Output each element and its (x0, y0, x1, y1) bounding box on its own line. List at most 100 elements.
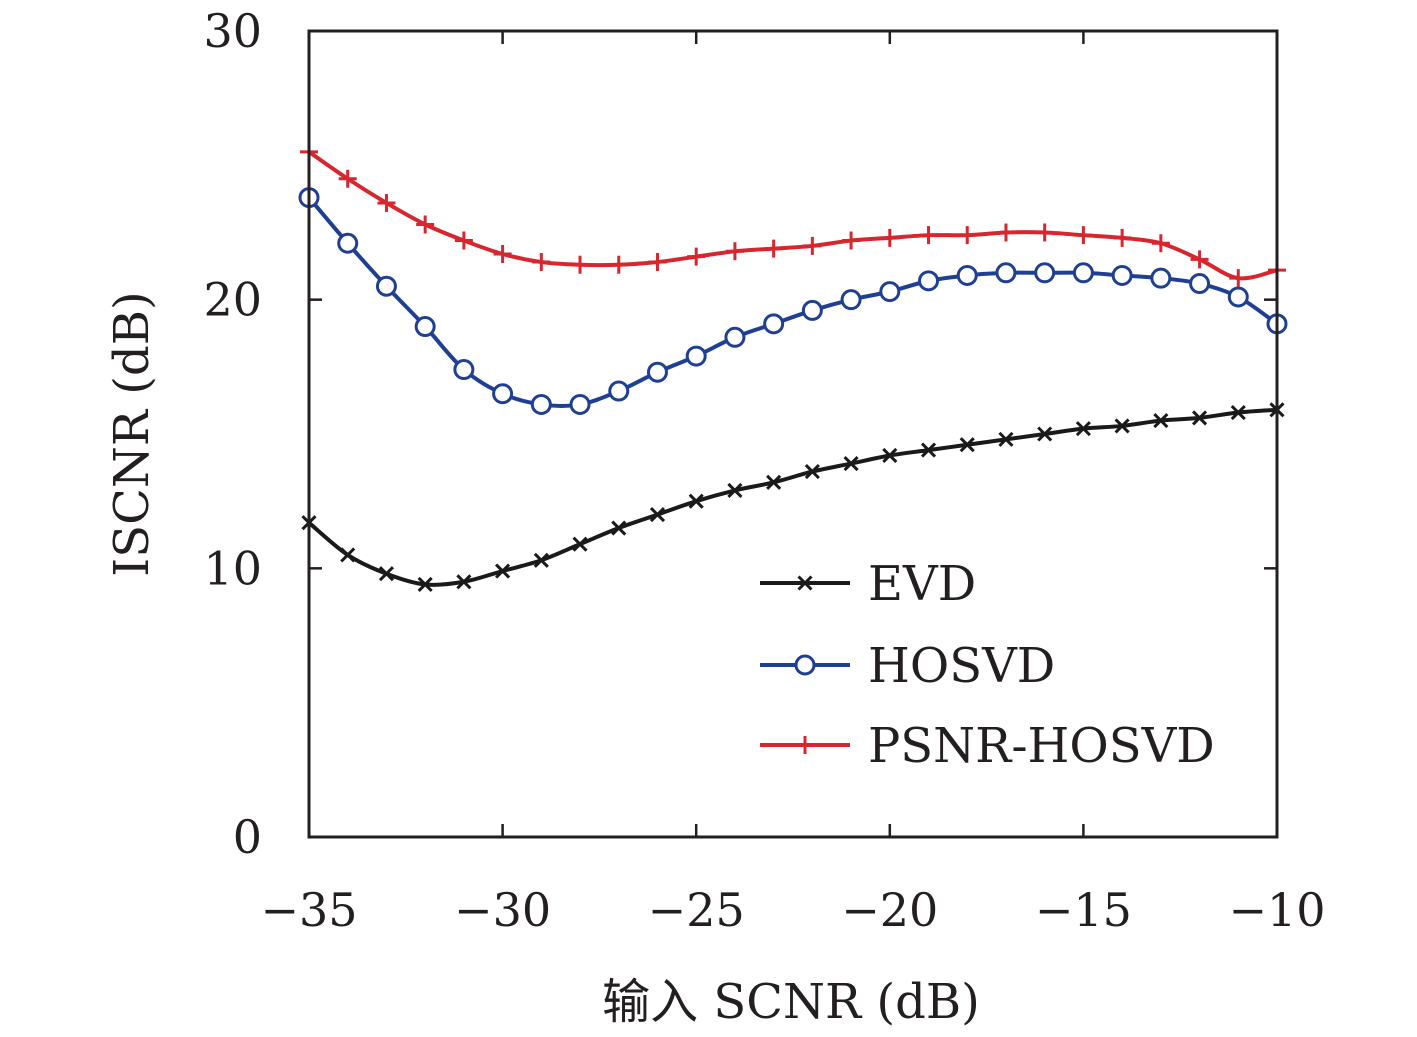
data-point (918, 270, 940, 292)
data-point (1034, 262, 1056, 284)
data-point (1035, 223, 1054, 242)
data-point (803, 236, 822, 255)
data-point (375, 275, 397, 297)
data-point (685, 345, 707, 367)
data-point (956, 264, 978, 286)
series-layer (298, 142, 1288, 593)
data-point (1191, 410, 1208, 426)
data-point (340, 547, 356, 563)
data-point (1189, 273, 1211, 295)
data-point (919, 226, 938, 245)
data-point (804, 464, 820, 480)
data-point (801, 299, 823, 321)
y-axis-label: ISCNR (dB) (104, 291, 160, 576)
legend-item: HOSVD (760, 638, 1055, 694)
axis-ticks (307, 29, 1279, 839)
data-point (1111, 264, 1133, 286)
legend-label: HOSVD (868, 638, 1055, 694)
series-line (307, 407, 1278, 587)
data-point (454, 231, 473, 250)
data-point (453, 359, 475, 381)
x-tick-label: −35 (260, 883, 357, 937)
data-point (882, 447, 898, 464)
y-tick-label: 30 (203, 4, 262, 58)
legend-marker (796, 736, 814, 754)
data-point (1153, 413, 1169, 429)
data-point (646, 361, 668, 383)
data-point (649, 507, 666, 523)
x-tick-label: −30 (454, 883, 551, 937)
data-point (998, 431, 1014, 447)
data-point (416, 215, 435, 234)
legend-marker (794, 654, 816, 676)
data-point (688, 493, 704, 509)
series-line (307, 150, 1278, 281)
data-point (492, 383, 514, 405)
data-point (456, 574, 472, 590)
plot-area-frame (307, 29, 1279, 839)
legend-marker (797, 575, 813, 591)
series-evd (301, 402, 1285, 593)
data-point (879, 281, 901, 303)
data-point (727, 482, 743, 498)
series-line (307, 196, 1279, 408)
x-axis-label: 输入 SCNR (dB) (602, 974, 980, 1030)
data-point (530, 393, 552, 415)
data-point (880, 228, 899, 247)
data-point (724, 326, 746, 348)
data-point (958, 226, 977, 245)
data-point (417, 576, 433, 593)
data-point (959, 437, 975, 453)
data-point (648, 253, 667, 272)
data-point (766, 474, 782, 490)
x-tick-label: −25 (648, 883, 745, 937)
data-point (571, 255, 590, 274)
data-point (920, 442, 937, 458)
data-point (1151, 234, 1170, 253)
y-tick-label: 0 (233, 810, 262, 864)
data-point (572, 536, 588, 552)
data-point (687, 247, 706, 266)
data-point (1072, 262, 1094, 284)
data-point (1230, 404, 1246, 421)
legend-label: PSNR-HOSVD (868, 718, 1215, 774)
data-point (493, 244, 512, 263)
data-point (414, 316, 436, 338)
data-point (1190, 250, 1209, 269)
data-point (608, 380, 630, 402)
series-hosvd (298, 187, 1288, 415)
data-point (1114, 418, 1130, 434)
data-point (569, 393, 591, 415)
legend-item: EVD (760, 556, 976, 612)
data-point (764, 239, 783, 258)
data-point (1227, 286, 1249, 308)
data-point (1037, 426, 1053, 442)
data-point (1113, 228, 1132, 247)
x-tick-label: −15 (1035, 883, 1132, 937)
data-point (840, 289, 862, 311)
data-point (995, 262, 1017, 284)
data-point (338, 169, 357, 188)
data-point (377, 193, 396, 212)
data-point (495, 563, 511, 579)
data-point (533, 552, 549, 568)
legend: EVD HOSVD PSNR-HOSVD (760, 556, 1215, 774)
data-point (1150, 267, 1172, 289)
data-point (1075, 421, 1091, 437)
data-point (611, 520, 627, 536)
data-point (843, 455, 859, 472)
tick-labels: −35 −30 −25 −20 −15 −10 0 10 20 30 (203, 4, 1325, 937)
data-point (996, 223, 1015, 242)
y-tick-label: 10 (203, 541, 262, 595)
legend-item: PSNR-HOSVD (760, 718, 1215, 774)
y-tick-label: 20 (203, 273, 262, 327)
data-point (763, 313, 785, 335)
data-point (725, 242, 744, 261)
data-point (532, 253, 551, 272)
data-point (842, 231, 861, 250)
x-tick-label: −10 (1228, 883, 1325, 937)
data-point (1074, 226, 1093, 245)
data-point (1229, 269, 1248, 288)
x-tick-label: −20 (841, 883, 938, 937)
